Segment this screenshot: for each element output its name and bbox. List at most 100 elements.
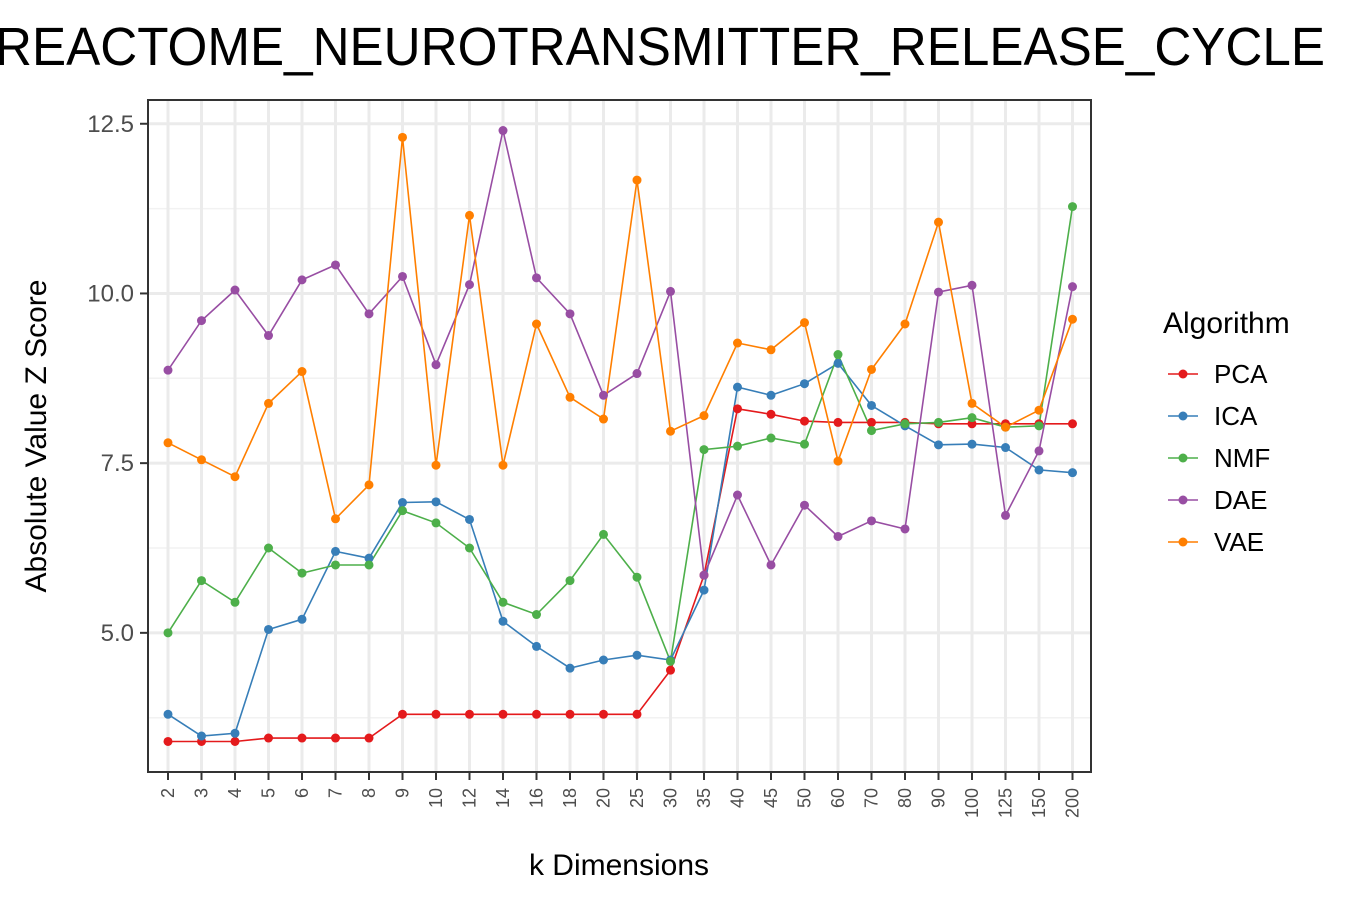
data-point-nmf — [398, 506, 407, 516]
data-point-ica — [264, 624, 273, 634]
x-tick-label: 25 — [627, 788, 647, 808]
data-point-vae — [934, 217, 943, 227]
data-point-ica — [431, 497, 441, 507]
data-point-ica — [1068, 468, 1077, 478]
series-line-ica — [167, 362, 1073, 737]
data-point-pca — [565, 709, 575, 719]
y-axis: 5.0 7.5 10.0 12.5 — [87, 111, 148, 647]
plot-panel — [147, 99, 1092, 773]
data-point-pca — [1068, 419, 1077, 429]
x-tick-label: 9 — [393, 788, 413, 798]
x-tick-label: 20 — [594, 788, 614, 808]
x-tick-label: 60 — [828, 788, 848, 808]
x-tick-label: 35 — [694, 788, 714, 808]
data-point-pca — [532, 709, 541, 719]
legend-key-point — [1178, 369, 1188, 379]
data-point-vae — [666, 426, 675, 436]
x-tick-label: 6 — [292, 788, 312, 798]
data-point-ica — [867, 400, 876, 410]
data-point-dae — [1068, 282, 1077, 292]
data-point-nmf — [498, 597, 508, 607]
y-tick-label: 7.5 — [101, 450, 134, 477]
x-tick-label: 7 — [326, 788, 346, 798]
data-point-vae — [900, 319, 910, 329]
data-point-pca — [364, 733, 374, 743]
data-point-nmf — [967, 413, 977, 423]
data-point-nmf — [599, 529, 608, 539]
data-point-dae — [766, 560, 776, 570]
grid-major — [148, 100, 1091, 772]
data-point-nmf — [867, 426, 876, 436]
data-point-pca — [766, 409, 776, 419]
x-tick-label: 14 — [493, 788, 513, 808]
data-point-dae — [230, 285, 240, 295]
y-tick-label: 12.5 — [87, 111, 134, 138]
x-tick-label: 5 — [259, 788, 279, 798]
data-point-ica — [1034, 465, 1044, 475]
legend-title: Algorithm — [1163, 307, 1290, 340]
data-point-pca — [431, 709, 441, 719]
data-point-pca — [867, 417, 876, 427]
data-point-vae — [431, 460, 441, 470]
data-point-dae — [599, 390, 608, 400]
legend-label-nmf: NMF — [1214, 443, 1270, 473]
y-tick-label: 10.0 — [87, 280, 134, 307]
data-point-nmf — [197, 576, 206, 586]
data-point-nmf — [900, 419, 910, 429]
data-point-vae — [833, 456, 843, 466]
data-point-nmf — [733, 441, 742, 451]
x-tick-label: 18 — [560, 788, 580, 808]
data-point-nmf — [632, 572, 642, 582]
data-point-vae — [465, 210, 474, 220]
legend-key-point — [1178, 537, 1188, 547]
data-point-nmf — [1034, 421, 1044, 431]
data-point-vae — [264, 398, 273, 408]
data-point-vae — [1034, 405, 1044, 415]
legend-items: PCA ICA NMF DAE VAE — [1168, 359, 1270, 557]
data-point-pca — [297, 733, 307, 743]
data-point-pca — [465, 709, 474, 719]
data-point-dae — [867, 516, 876, 526]
series-line-nmf — [167, 206, 1074, 665]
data-point-ica — [364, 553, 374, 563]
data-point-nmf — [297, 568, 307, 578]
data-point-vae — [498, 460, 508, 470]
x-tick-label: 12 — [460, 788, 480, 808]
data-point-nmf — [331, 560, 340, 570]
data-point-ica — [331, 546, 340, 556]
data-point-ica — [1001, 443, 1010, 453]
data-point-pca — [800, 416, 809, 426]
data-point-dae — [532, 273, 541, 283]
legend-label-pca: PCA — [1214, 359, 1268, 389]
x-tick-label: 100 — [962, 788, 982, 818]
data-point-pca — [666, 665, 675, 675]
data-point-vae — [632, 175, 642, 185]
data-point-ica — [733, 382, 742, 392]
x-tick-label: 40 — [728, 788, 748, 808]
data-point-dae — [498, 126, 508, 136]
data-point-ica — [800, 379, 809, 389]
data-point-nmf — [465, 543, 474, 553]
data-point-dae — [163, 365, 173, 375]
x-tick-label: 125 — [996, 788, 1016, 818]
data-point-dae — [666, 286, 675, 296]
legend: Algorithm PCA ICA NMF DAE VAE — [1163, 307, 1290, 557]
data-point-dae — [833, 531, 843, 541]
data-point-dae — [465, 280, 474, 290]
data-point-vae — [331, 514, 340, 524]
data-point-pca — [733, 404, 742, 414]
data-point-dae — [632, 369, 642, 379]
data-point-pca — [264, 733, 273, 743]
x-tick-label: 80 — [895, 788, 915, 808]
data-point-nmf — [766, 433, 776, 443]
data-point-ica — [532, 641, 541, 651]
data-point-ica — [230, 728, 240, 738]
data-point-nmf — [264, 543, 273, 553]
legend-label-ica: ICA — [1214, 401, 1258, 431]
x-tick-label: 10 — [426, 788, 446, 808]
data-point-pca — [498, 709, 508, 719]
data-point-ica — [699, 585, 709, 595]
data-point-ica — [632, 650, 642, 660]
data-point-pca — [163, 736, 173, 746]
